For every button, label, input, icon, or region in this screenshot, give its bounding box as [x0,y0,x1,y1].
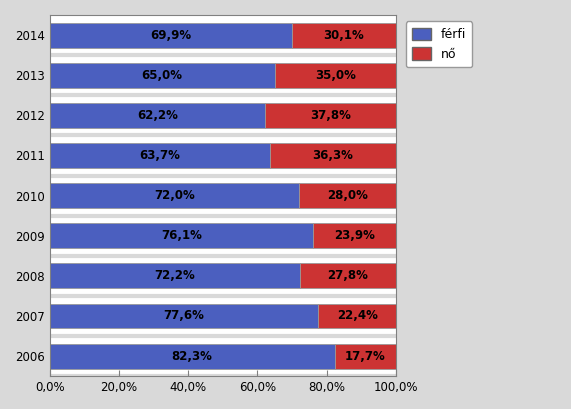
Bar [292,22,396,47]
Text: 17,7%: 17,7% [345,350,385,362]
Text: 35,0%: 35,0% [315,69,356,82]
Bar [50,143,270,168]
Text: 22,4%: 22,4% [337,310,377,322]
Text: 63,7%: 63,7% [139,149,180,162]
Bar [50,303,319,328]
Text: 72,2%: 72,2% [154,269,195,282]
Legend: férfi, nő: férfi, nő [405,21,472,67]
Text: 69,9%: 69,9% [150,29,191,42]
Text: 62,2%: 62,2% [137,109,178,122]
Bar [275,63,396,88]
Bar [313,223,396,248]
Bar [50,344,335,369]
Bar [50,183,299,208]
Bar [50,103,265,128]
Text: 65,0%: 65,0% [142,69,183,82]
Text: 36,3%: 36,3% [313,149,353,162]
Bar [319,303,396,328]
Text: 82,3%: 82,3% [172,350,212,362]
Bar [50,22,292,47]
Text: 27,8%: 27,8% [327,269,368,282]
Bar [50,223,313,248]
Bar [300,263,396,288]
Bar [299,183,396,208]
Text: 30,1%: 30,1% [323,29,364,42]
Bar [265,103,396,128]
Text: 76,1%: 76,1% [161,229,202,242]
Text: 37,8%: 37,8% [310,109,351,122]
Text: 23,9%: 23,9% [334,229,375,242]
Text: 72,0%: 72,0% [154,189,195,202]
Bar [270,143,396,168]
Bar [50,63,275,88]
Text: 28,0%: 28,0% [327,189,368,202]
Bar [50,263,300,288]
Bar [335,344,396,369]
Text: 77,6%: 77,6% [164,310,204,322]
